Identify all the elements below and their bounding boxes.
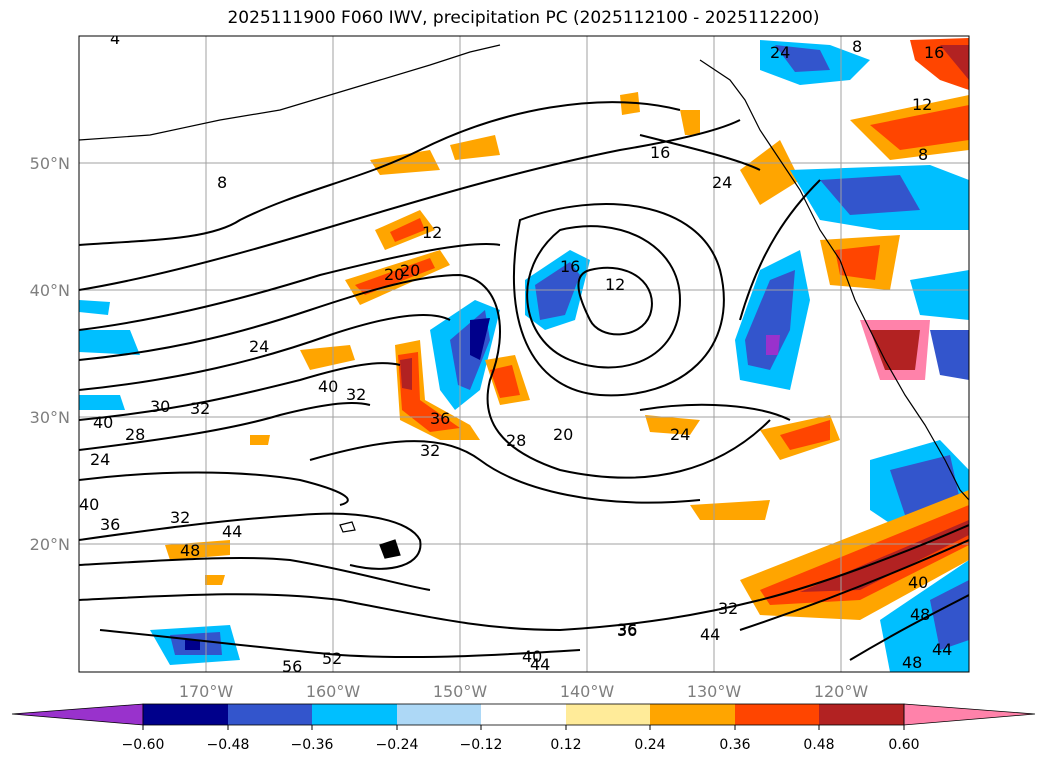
contour-label: 40: [908, 573, 928, 592]
contour-label: 8: [918, 145, 928, 164]
colorbar-tick-label: −0.36: [291, 737, 334, 753]
contour-label: 4: [110, 29, 120, 48]
contour-label: 52: [322, 649, 342, 668]
lat-tick-label: 40°N: [30, 281, 70, 300]
contour-label: 32: [170, 508, 190, 527]
lon-tick-label: 150°W: [433, 682, 488, 701]
colorbar-segment: [735, 704, 819, 725]
lat-tick-label: 20°N: [30, 535, 70, 554]
contour-label: 56: [282, 657, 302, 676]
colorbar-segment: [566, 704, 650, 725]
contour-label: 20: [553, 425, 573, 444]
lat-axis: 50°N 40°N 30°N 20°N: [30, 154, 70, 554]
lon-tick-label: 120°W: [814, 682, 869, 701]
map-panel: 4 8 8 12 16 24 20 12 16 20 24 30 40 28 2…: [79, 29, 969, 676]
contour-label: 44: [222, 522, 242, 541]
contour-label: 28: [125, 425, 145, 444]
contour-label: 32: [420, 441, 440, 460]
contour-label: 36: [430, 409, 450, 428]
colorbar-tick-label: 0.36: [719, 737, 750, 753]
contour-labels: 4 8 8 12 16 24 20 12 16 20 24 30 40 28 2…: [79, 29, 952, 676]
contour-label: 24: [670, 425, 690, 444]
coastlines: [79, 44, 969, 559]
contour-label: 20: [384, 265, 404, 284]
contour-label: 8: [217, 173, 227, 192]
colorbar-tick-label: −0.12: [460, 737, 503, 753]
contour-label: 32: [190, 399, 210, 418]
contour-label: 32: [718, 599, 738, 618]
contour-label: 48: [180, 541, 200, 560]
colorbar-segment: [143, 704, 228, 725]
contour-label: 8: [852, 37, 862, 56]
colorbar-segment: [397, 704, 481, 725]
contour-label: 48: [902, 653, 922, 672]
colorbar-tick-label: 0.24: [634, 737, 665, 753]
colorbar-extend-right: [903, 703, 1036, 726]
colorbar-segment: [819, 704, 904, 725]
contour-label: 24: [712, 173, 732, 192]
colorbar-segment: [481, 704, 566, 725]
contour-label: 16: [560, 257, 580, 276]
lon-tick-label: 130°W: [687, 682, 742, 701]
colorbar-tick-label: −0.60: [122, 737, 165, 753]
lon-tick-label: 170°W: [179, 682, 234, 701]
contour-label: 12: [422, 223, 442, 242]
contour-label: 44: [530, 655, 550, 674]
contour-label: 40: [79, 495, 99, 514]
contour-label: 20: [400, 261, 420, 280]
lon-tick-label: 160°W: [306, 682, 361, 701]
colorbar-tick-label: 0.60: [888, 737, 919, 753]
contour-label: 24: [770, 43, 790, 62]
contour-label: 30: [150, 397, 170, 416]
contour-label: 28: [506, 431, 526, 450]
colorbar-tick-label: 0.48: [803, 737, 834, 753]
lat-tick-label: 30°N: [30, 408, 70, 427]
contour-label: 24: [249, 337, 269, 356]
iwv-contours: [79, 101, 969, 661]
contour-label: 40: [93, 413, 113, 432]
contour-label: 12: [912, 95, 932, 114]
contour-label: 44: [700, 625, 720, 644]
contour-label: 40: [318, 377, 338, 396]
map-gridlines: [79, 36, 969, 672]
contour-label: 36: [617, 621, 637, 640]
contour-label: 16: [650, 143, 670, 162]
colorbar-tick-label: −0.48: [207, 737, 250, 753]
contour-label: 40: [522, 647, 542, 666]
precip-shading: [79, 38, 969, 672]
colorbar-segment: [650, 704, 735, 725]
colorbar: −0.60 −0.48 −0.36 −0.24 −0.12 0.12 0.24 …: [11, 703, 1036, 753]
colorbar-extend-left: [11, 703, 144, 726]
contour-label: 48: [910, 605, 930, 624]
colorbar-tick-label: 0.12: [550, 737, 581, 753]
contour-label: 24: [90, 450, 110, 469]
contour-label: 36: [617, 620, 637, 639]
lon-tick-label: 140°W: [560, 682, 615, 701]
contour-label: 32: [346, 385, 366, 404]
colorbar-segment: [312, 704, 397, 725]
contour-label: 44: [932, 640, 952, 659]
figure-title: 2025111900 F060 IWV, precipitation PC (2…: [227, 8, 820, 28]
contour-label: 16: [924, 43, 944, 62]
lat-tick-label: 50°N: [30, 154, 70, 173]
colorbar-segment: [228, 704, 312, 725]
lon-axis: 170°W 160°W 150°W 140°W 130°W 120°W: [179, 682, 869, 701]
colorbar-tick-label: −0.24: [376, 737, 419, 753]
map-frame: [78, 35, 970, 673]
contour-label: 12: [605, 275, 625, 294]
contour-label: 36: [100, 515, 120, 534]
